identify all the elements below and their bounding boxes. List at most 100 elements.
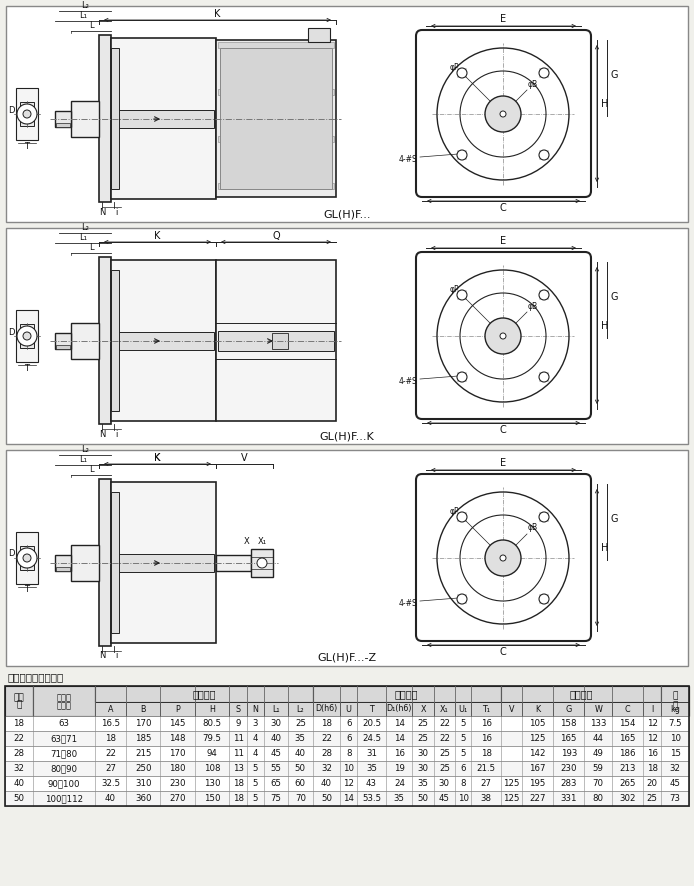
Text: T: T <box>24 363 30 372</box>
Text: kg: kg <box>670 704 680 713</box>
Text: 18: 18 <box>232 779 244 788</box>
Text: 230: 230 <box>169 779 186 788</box>
Circle shape <box>257 558 267 568</box>
Text: 40: 40 <box>105 794 116 803</box>
Circle shape <box>17 104 37 124</box>
Text: 60: 60 <box>295 779 306 788</box>
FancyBboxPatch shape <box>416 252 591 419</box>
Bar <box>312 686 501 702</box>
Text: 165: 165 <box>561 734 577 743</box>
Bar <box>6 450 688 666</box>
Text: 50: 50 <box>418 794 429 803</box>
Text: 10: 10 <box>670 734 681 743</box>
Text: 170: 170 <box>169 749 186 758</box>
Text: 安裝尺寸: 安裝尺寸 <box>192 689 216 699</box>
Text: 25: 25 <box>647 794 658 803</box>
Bar <box>5 731 689 746</box>
Text: 18: 18 <box>321 719 332 728</box>
Text: GL(H)F...: GL(H)F... <box>323 209 371 219</box>
Text: 19: 19 <box>394 764 405 773</box>
Text: C: C <box>500 647 507 657</box>
Text: X₁: X₁ <box>440 704 449 713</box>
Text: 158: 158 <box>561 719 577 728</box>
Bar <box>111 38 216 199</box>
Text: φB: φB <box>528 80 538 89</box>
Text: 100、112: 100、112 <box>45 794 83 803</box>
Text: 18: 18 <box>232 794 244 803</box>
Circle shape <box>457 594 467 604</box>
Bar <box>95 702 126 716</box>
Text: X₁: X₁ <box>257 537 266 546</box>
FancyBboxPatch shape <box>416 30 591 197</box>
Text: L: L <box>89 243 93 252</box>
Bar <box>71 323 99 359</box>
Bar <box>661 686 689 716</box>
Bar <box>643 702 661 716</box>
Text: 30: 30 <box>418 764 429 773</box>
Text: 10: 10 <box>343 764 354 773</box>
Text: D: D <box>8 549 15 558</box>
Text: 6: 6 <box>460 764 466 773</box>
Text: 186: 186 <box>619 749 636 758</box>
Text: i: i <box>115 207 117 216</box>
Text: K: K <box>535 704 540 713</box>
Text: 213: 213 <box>619 764 636 773</box>
Circle shape <box>457 68 467 78</box>
Text: 35: 35 <box>394 794 405 803</box>
Text: 40: 40 <box>321 779 332 788</box>
Bar <box>216 555 251 571</box>
Bar <box>308 28 330 42</box>
Text: 16: 16 <box>480 734 491 743</box>
Text: 302: 302 <box>619 794 636 803</box>
Text: 331: 331 <box>561 794 577 803</box>
Text: 25: 25 <box>418 734 429 743</box>
Text: φB: φB <box>528 524 538 532</box>
Text: 63: 63 <box>58 719 69 728</box>
Text: 3: 3 <box>253 719 258 728</box>
Bar <box>20 546 34 570</box>
Bar <box>5 686 689 806</box>
Text: T: T <box>369 704 374 713</box>
Text: 35: 35 <box>366 764 377 773</box>
Bar <box>522 702 553 716</box>
Text: 360: 360 <box>135 794 151 803</box>
Bar <box>216 260 336 421</box>
Text: 18: 18 <box>647 764 658 773</box>
Bar <box>6 228 688 444</box>
Text: 32: 32 <box>670 764 681 773</box>
Circle shape <box>457 290 467 300</box>
Text: 5: 5 <box>460 749 466 758</box>
Text: 24: 24 <box>394 779 405 788</box>
Circle shape <box>457 150 467 160</box>
Bar <box>16 88 38 140</box>
Text: φP: φP <box>449 284 459 293</box>
Text: 130: 130 <box>204 779 220 788</box>
Bar <box>6 6 688 222</box>
Text: 裝配電: 裝配電 <box>56 694 71 703</box>
Text: L: L <box>89 20 93 29</box>
Text: 310: 310 <box>135 779 151 788</box>
Text: 28: 28 <box>13 749 24 758</box>
Circle shape <box>539 594 549 604</box>
Text: φP: φP <box>449 63 459 72</box>
Text: 4-#S: 4-#S <box>398 377 417 385</box>
Bar <box>288 702 312 716</box>
Text: 機型: 機型 <box>14 694 24 703</box>
Text: φB: φB <box>528 301 538 310</box>
Bar <box>387 702 412 716</box>
Text: D₁(h6): D₁(h6) <box>387 704 412 713</box>
Text: G: G <box>566 704 572 713</box>
Circle shape <box>457 372 467 382</box>
Text: 16: 16 <box>480 719 491 728</box>
Text: 22: 22 <box>321 734 332 743</box>
Text: 35: 35 <box>418 779 429 788</box>
Text: 230: 230 <box>561 764 577 773</box>
Text: L₂: L₂ <box>296 704 304 713</box>
Text: 49: 49 <box>593 749 604 758</box>
Text: 25: 25 <box>418 719 429 728</box>
Text: L: L <box>89 464 93 473</box>
Text: 4: 4 <box>253 734 258 743</box>
Bar <box>434 702 455 716</box>
Text: 16: 16 <box>394 749 405 758</box>
Text: 25: 25 <box>439 749 450 758</box>
